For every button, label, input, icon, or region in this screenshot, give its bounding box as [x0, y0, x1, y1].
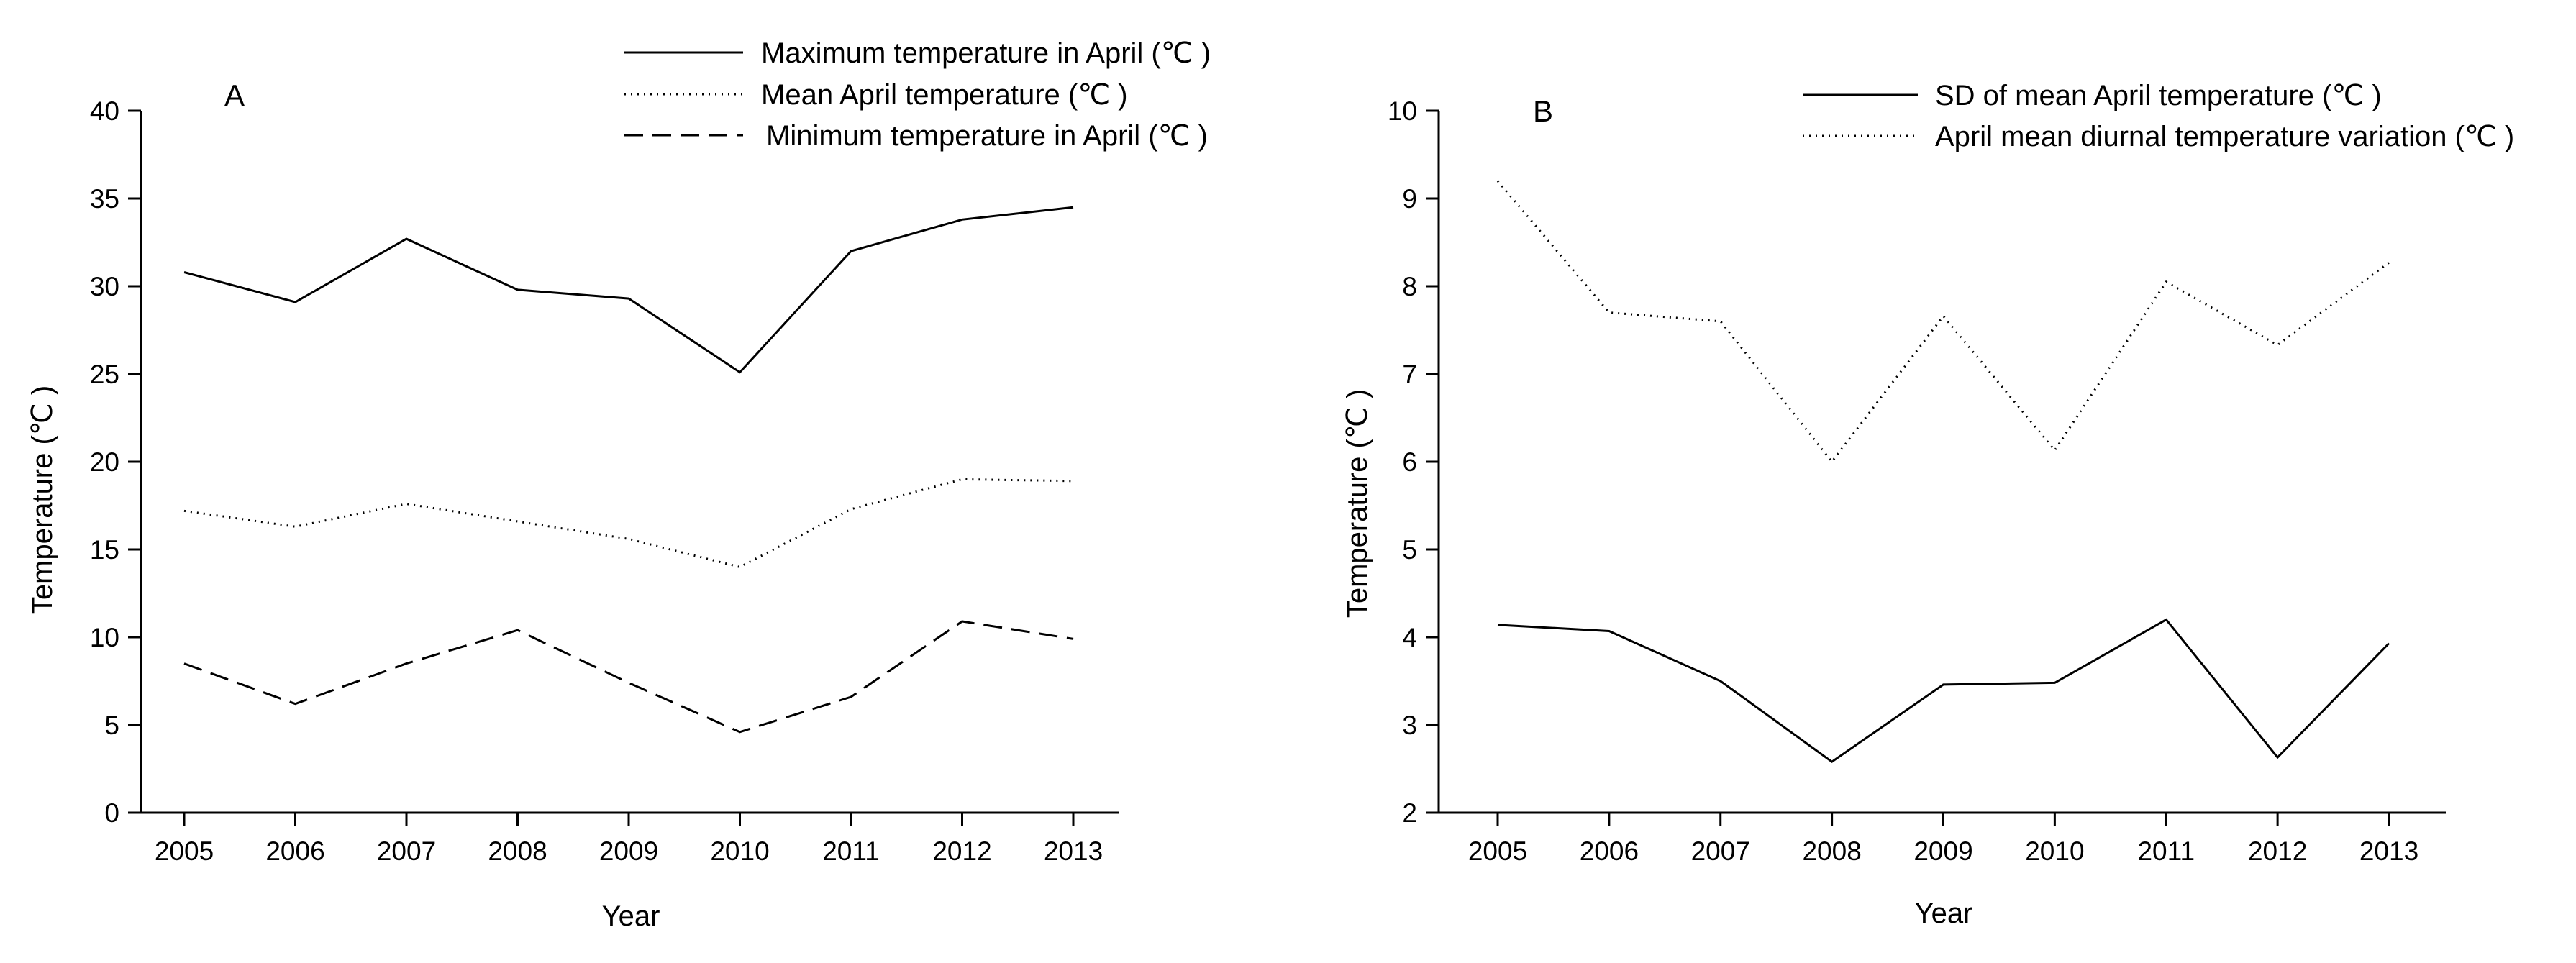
y-axis-title-a: Temperature (℃ ): [27, 385, 58, 614]
y-tick-label: 5: [104, 711, 119, 740]
legend-label: Mean April temperature (℃ ): [761, 79, 1128, 111]
x-tick-label: 2009: [599, 836, 658, 866]
y-tick-label: 7: [1402, 360, 1417, 389]
x-tick-label: 2005: [155, 836, 214, 866]
x-axis-title-a: Year: [602, 900, 660, 932]
series-layer-b: [1496, 180, 2390, 764]
panel-a: A Temperature (℃ ) Year 0 5 10 15 20 25 30 35 40…: [27, 37, 1211, 932]
axes-a: 0 5 10 15 20 25 30 35 40 2005 2006 2007 2008 2009 2010…: [90, 96, 1119, 866]
legend-b: SD of mean April temperature (℃ ) April m…: [1803, 80, 2514, 152]
panel-label-a: A: [224, 78, 245, 112]
y-tick-label: 0: [104, 798, 119, 828]
legend-label: April mean diurnal temperature variation…: [1935, 121, 2514, 152]
y-tick-label: 25: [90, 360, 119, 389]
x-tick-label: 2008: [1802, 836, 1861, 866]
legend-label: SD of mean April temperature (℃ ): [1935, 80, 2382, 111]
x-tick-label: 2006: [265, 836, 324, 866]
y-tick-label: 30: [90, 272, 119, 301]
x-tick-label: 2011: [2137, 836, 2195, 866]
legend-a: Maximum temperature in April (℃ ) Mean Ap…: [624, 37, 1211, 152]
y-axis-title-b: Temperature (℃ ): [1342, 389, 1373, 618]
y-tick-label: 40: [90, 96, 119, 126]
x-tick-label: 2011: [822, 836, 880, 866]
panel-b: B Temperature (℃ ) Year 2 3 4 5 6 7 8 9 10 2005 20…: [1342, 80, 2514, 929]
panel-label-b: B: [1533, 94, 1553, 128]
x-tick-label: 2013: [2359, 836, 2418, 866]
x-tick-label: 2010: [2025, 836, 2084, 866]
y-tick-label: 4: [1402, 623, 1417, 652]
x-tick-label: 2012: [2248, 836, 2307, 866]
y-tick-label: 2: [1402, 798, 1417, 828]
x-tick-label: 2006: [1580, 836, 1639, 866]
x-axis-title-b: Year: [1915, 898, 1973, 929]
y-tick-label: 3: [1402, 711, 1417, 740]
y-tick-label: 5: [1402, 535, 1417, 565]
dashed-series-line: [183, 620, 1074, 734]
x-tick-label: 2005: [1468, 836, 1527, 866]
y-tick-label: 6: [1402, 447, 1417, 477]
x-tick-label: 2013: [1044, 836, 1103, 866]
x-tick-label: 2012: [932, 836, 991, 866]
legend-label: Minimum temperature in April (℃ ): [766, 120, 1208, 152]
y-tick-label: 15: [90, 535, 119, 565]
x-tick-label: 2009: [1913, 836, 1972, 866]
y-tick-label: 9: [1402, 184, 1417, 214]
x-tick-label: 2010: [710, 836, 769, 866]
dotted-series-line: [183, 478, 1074, 568]
x-tick-label: 2007: [377, 836, 436, 866]
series-layer-a: [183, 206, 1074, 734]
y-tick-label: 10: [90, 623, 119, 652]
y-tick-label: 10: [1388, 96, 1417, 126]
solid-series-line: [183, 206, 1074, 374]
solid-series-line: [1497, 618, 2390, 764]
x-tick-label: 2007: [1691, 836, 1750, 866]
y-tick-label: 20: [90, 447, 119, 477]
axes-b: 2 3 4 5 6 7 8 9 10 2005 2006 2007 2008 2009 2010 2011 20…: [1388, 96, 2446, 866]
x-tick-label: 2008: [488, 836, 547, 866]
y-tick-label: 35: [90, 184, 119, 214]
dotted-series-line: [1496, 180, 2390, 464]
legend-label: Maximum temperature in April (℃ ): [761, 37, 1211, 69]
y-tick-label: 8: [1402, 272, 1417, 301]
